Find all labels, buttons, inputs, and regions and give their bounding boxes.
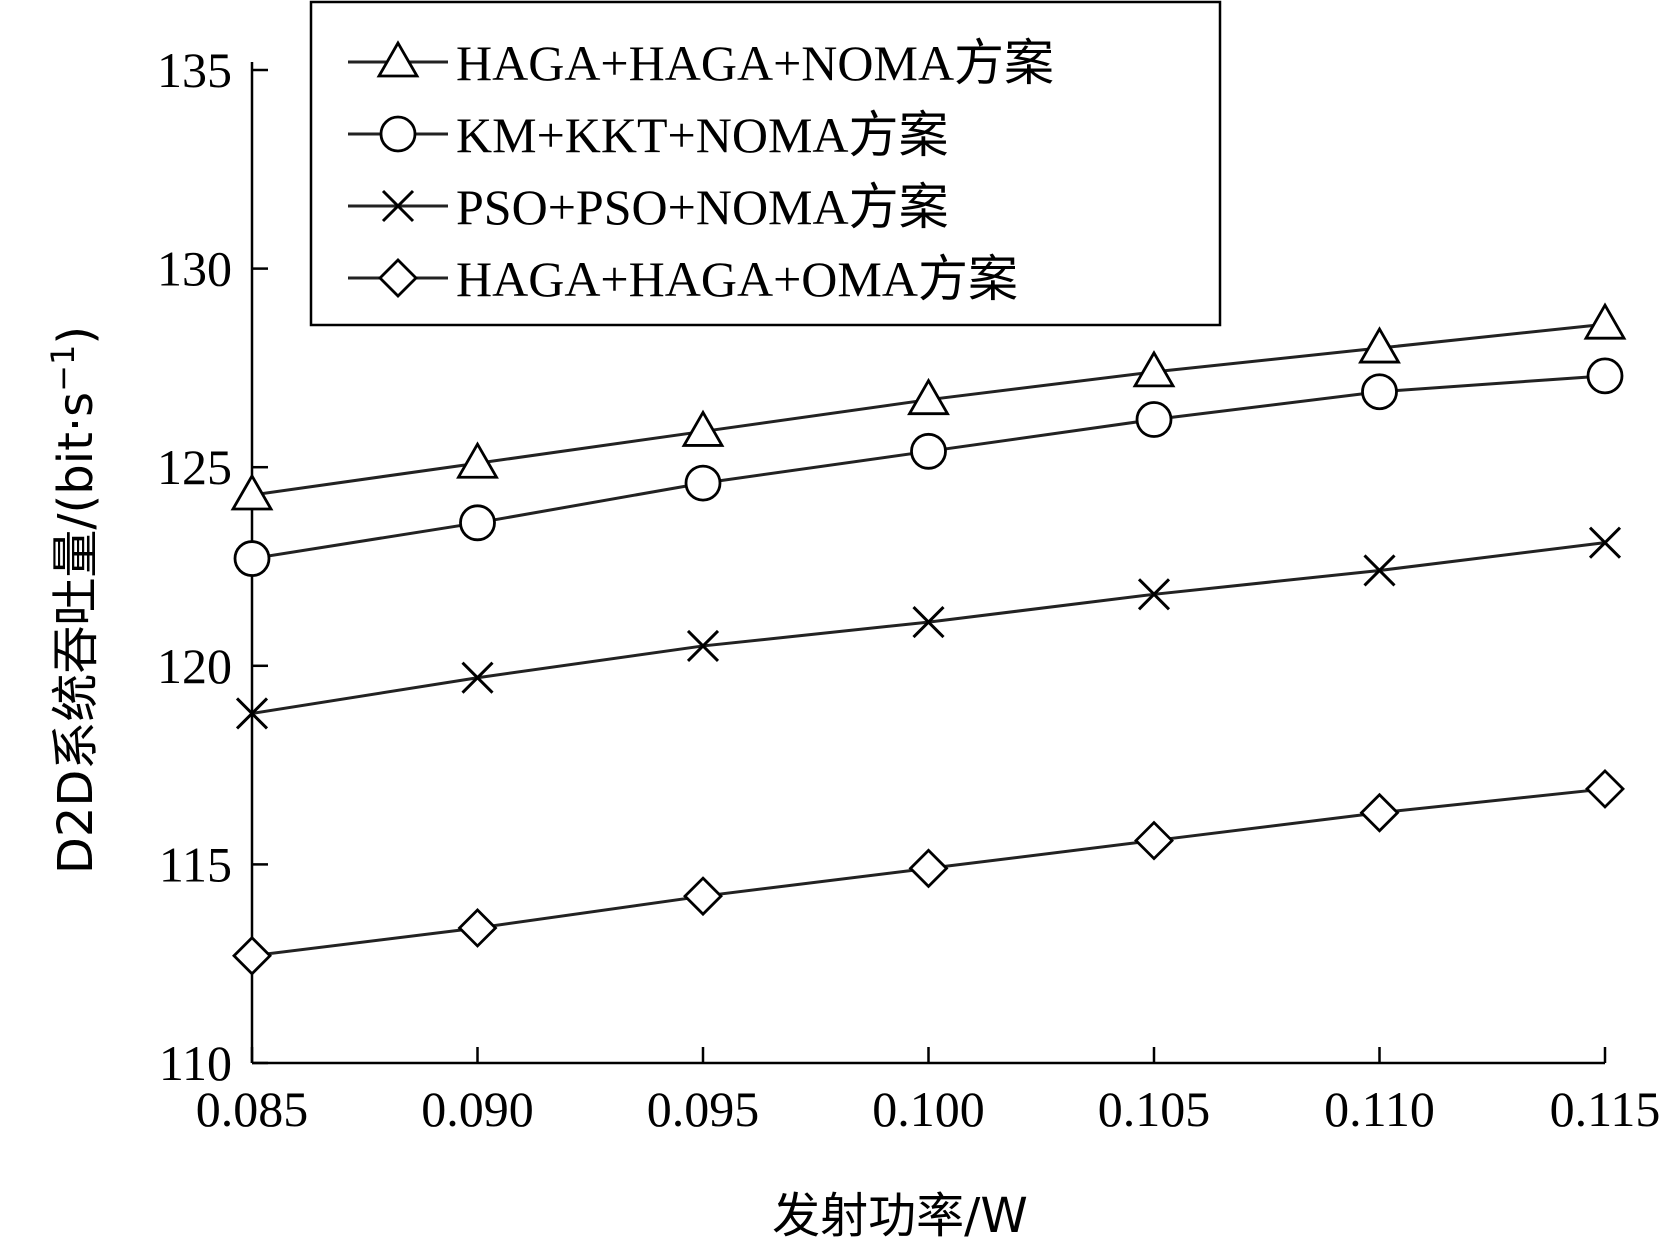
data-point-x — [1588, 526, 1622, 559]
legend: HAGA+HAGA+NOMA方案 KM+KKT+NOMA方案 PSO+PSO+NOM… — [309, 0, 1222, 327]
data-point-x — [235, 697, 269, 730]
x-tick-label: 0.085 — [196, 1081, 309, 1137]
series-layer — [230, 302, 1627, 976]
series-3 — [235, 526, 1622, 730]
x-tick-label: 0.090 — [421, 1081, 534, 1137]
y-tick-label: 120 — [157, 638, 232, 694]
data-point-triangle — [681, 409, 725, 447]
y-tick-label: 110 — [159, 1035, 232, 1091]
data-point-triangle — [1132, 350, 1176, 388]
legend-label: KM+KKT+NOMA方案 — [456, 107, 949, 163]
legend-marker-triangle — [376, 40, 420, 78]
y-axis-title-main: D2D系统吞吐量/(bit·s — [48, 392, 104, 874]
data-point-circle — [684, 464, 722, 502]
data-point-circle — [1361, 373, 1398, 411]
x-ticks: 0.085 0.090 0.095 0.100 0.105 0.110 0.115 — [196, 1047, 1661, 1137]
y-ticks: 110 115 120 125 130 135 — [157, 42, 268, 1091]
x-tick-label: 0.110 — [1324, 1081, 1435, 1137]
y-tick-label: 125 — [157, 439, 232, 495]
legend-marker-circle — [379, 115, 417, 153]
data-point-diamond — [1134, 820, 1174, 861]
data-point-x — [1363, 554, 1396, 587]
x-tick-label: 0.095 — [647, 1081, 760, 1137]
data-point-triangle — [230, 473, 274, 511]
data-point-diamond — [1585, 768, 1625, 809]
y-axis-title-sup: −1 — [44, 345, 82, 392]
series-4 — [232, 768, 1625, 976]
y-axis-title-end: ) — [48, 326, 104, 345]
data-point-triangle — [1583, 302, 1627, 340]
data-point-circle — [1135, 401, 1173, 438]
data-point-triangle — [1358, 326, 1401, 364]
x-tick-label: 0.115 — [1550, 1081, 1661, 1137]
y-tick-label: 135 — [157, 42, 232, 98]
y-tick-label: 115 — [159, 836, 232, 892]
data-point-triangle — [907, 377, 950, 416]
legend-box — [309, 0, 1222, 327]
data-point-x — [1137, 578, 1171, 611]
data-point-circle — [233, 540, 271, 577]
data-point-diamond — [1359, 792, 1400, 833]
data-point-circle — [1586, 357, 1624, 395]
data-point-circle — [910, 432, 947, 470]
series-2 — [233, 357, 1624, 577]
legend-label: PSO+PSO+NOMA方案 — [456, 179, 949, 235]
legend-marker-diamond — [378, 258, 418, 298]
legend-entry: KM+KKT+NOMA方案 — [348, 107, 949, 163]
x-tick-label: 0.100 — [872, 1081, 985, 1137]
data-point-triangle — [456, 441, 499, 479]
data-point-diamond — [232, 935, 272, 976]
data-point-x — [461, 661, 494, 694]
y-axis-title: D2D系统吞吐量/(bit·s−1) — [44, 326, 104, 874]
x-tick-label: 0.105 — [1098, 1081, 1211, 1137]
data-point-diamond — [457, 907, 498, 948]
legend-label: HAGA+HAGA+OMA方案 — [456, 251, 1018, 307]
data-point-x — [686, 629, 720, 663]
series-1 — [230, 302, 1627, 511]
legend-entry: PSO+PSO+NOMA方案 — [348, 179, 949, 235]
legend-marker-x — [381, 189, 415, 223]
legend-entry: HAGA+HAGA+NOMA方案 — [348, 35, 1054, 91]
x-axis-title: 发射功率/W — [772, 1188, 1028, 1244]
series-line — [251, 541, 1606, 715]
data-point-x — [912, 606, 945, 639]
data-point-diamond — [908, 848, 949, 889]
data-point-circle — [459, 504, 496, 542]
legend-entry: HAGA+HAGA+OMA方案 — [348, 251, 1018, 307]
y-tick-label: 130 — [157, 241, 232, 297]
data-point-diamond — [683, 876, 723, 917]
legend-label: HAGA+HAGA+NOMA方案 — [456, 35, 1054, 91]
